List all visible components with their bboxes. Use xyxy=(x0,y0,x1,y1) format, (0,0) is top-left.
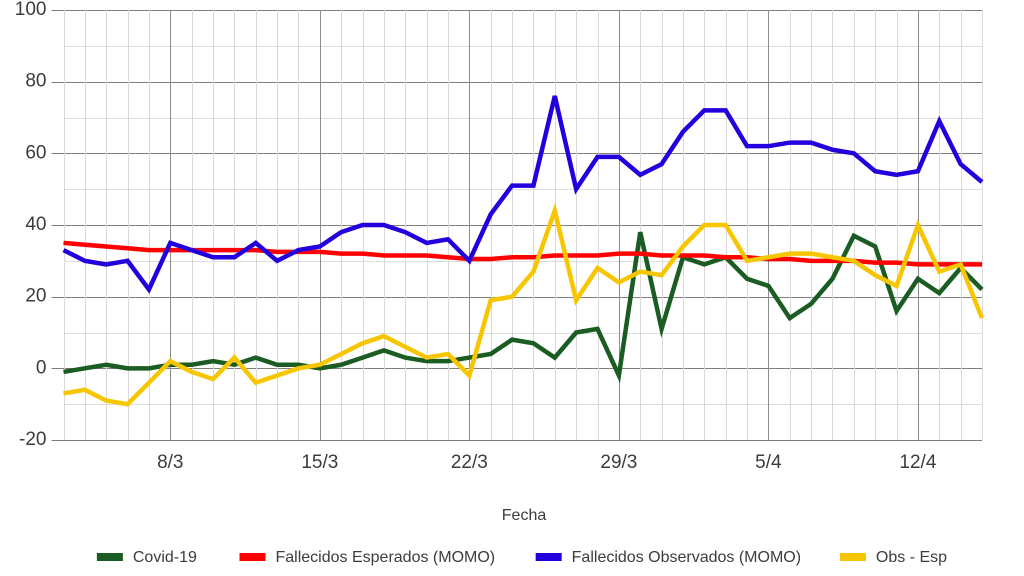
legend-swatch xyxy=(535,553,562,561)
y-axis-tick-label: 100 xyxy=(15,0,47,20)
y-axis-tick-label: 60 xyxy=(25,142,46,163)
legend-label: Obs - Esp xyxy=(876,549,947,566)
x-axis-tick-label: 8/3 xyxy=(157,452,183,473)
y-axis-tick-label: 0 xyxy=(36,357,47,378)
series-line-fallecidos-esperados-momo xyxy=(63,240,982,267)
legend-label: Fallecidos Esperados (MOMO) xyxy=(276,549,496,566)
series-line-obs-esp xyxy=(63,202,985,407)
x-axis-tick-label: 22/3 xyxy=(451,452,488,473)
y-axis-tick-label: 40 xyxy=(25,214,46,235)
x-axis-tick-label: 29/3 xyxy=(600,452,637,473)
legend-swatch xyxy=(239,553,266,561)
data-series-layer xyxy=(62,95,985,407)
x-axis-title: Fecha xyxy=(502,507,547,524)
y-axis-tick-label: 20 xyxy=(25,286,46,307)
gridlines xyxy=(62,9,983,442)
y-axis-tick-labels: -20 0 20 40 60 80 100 xyxy=(15,0,64,450)
legend-label: Covid-19 xyxy=(133,549,197,566)
x-axis-tick-label: 12/4 xyxy=(899,452,936,473)
series-line-fallecidos-observados-momo xyxy=(62,95,984,294)
chart-legend: Covid-19 Fallecidos Esperados (MOMO) Falle… xyxy=(96,549,947,566)
legend-label: Fallecidos Observados (MOMO) xyxy=(572,549,801,566)
legend-swatch xyxy=(839,553,866,561)
legend-swatch xyxy=(96,553,123,561)
x-axis-tick-label: 15/3 xyxy=(301,452,338,473)
y-axis-tick-label: 80 xyxy=(25,71,46,92)
x-axis-tick-labels: 8/3 15/3 22/3 29/3 5/4 12/4 xyxy=(157,452,937,473)
x-axis-tick-label: 5/4 xyxy=(755,452,782,473)
series-line-covid-19 xyxy=(63,231,984,384)
y-axis-tick-label: -20 xyxy=(19,429,46,450)
